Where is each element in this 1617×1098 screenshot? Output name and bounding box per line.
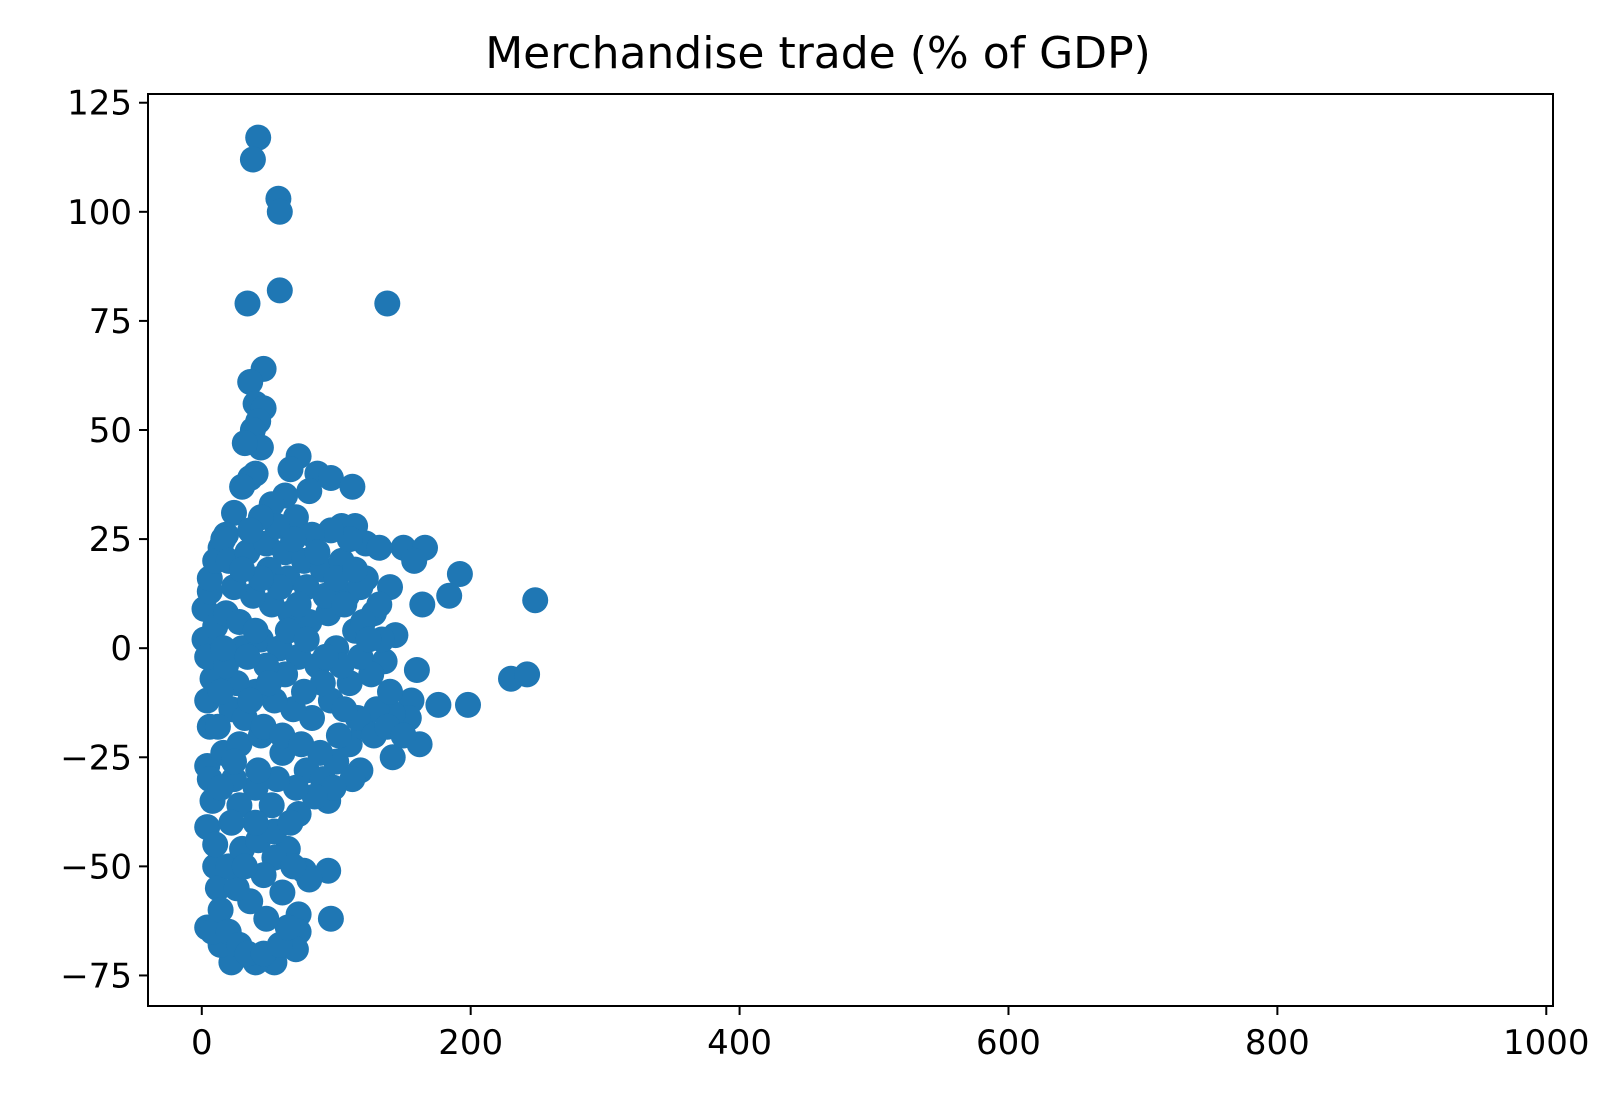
chart-title: Merchandise trade (% of GDP): [485, 28, 1151, 79]
y-tick-label: 50: [89, 411, 132, 451]
y-axis: −75 −50 −25 0 25 50 75 100 125: [60, 84, 148, 996]
y-tick-label: 100: [67, 193, 132, 233]
y-tick-label: 0: [110, 629, 132, 669]
data-point-219: [390, 722, 417, 749]
data-point-213: [229, 556, 256, 583]
data-point-24: [229, 473, 256, 500]
data-point-8: [237, 369, 264, 395]
data-point-178: [307, 739, 334, 766]
data-point-5: [234, 290, 261, 317]
data-point-83: [210, 526, 237, 553]
x-tick-label: 600: [976, 1023, 1041, 1063]
data-point-46: [455, 691, 481, 718]
data-point-169: [291, 678, 317, 705]
data-point-204: [237, 687, 264, 714]
y-tick-label: −50: [60, 847, 132, 887]
data-point-199: [210, 635, 237, 662]
data-point-179: [325, 722, 352, 749]
data-point-52: [379, 744, 406, 771]
data-point-172: [234, 643, 261, 670]
data-point-0: [245, 124, 272, 151]
data-point-196: [207, 774, 234, 801]
data-point-72: [204, 875, 231, 902]
data-point-97: [223, 875, 250, 902]
data-point-1: [239, 146, 266, 173]
data-point-14: [231, 430, 258, 457]
data-point-191: [280, 853, 307, 880]
data-point-22: [296, 478, 323, 505]
plot-frame: [147, 93, 1554, 1007]
data-point-203: [221, 748, 247, 775]
data-point-202: [242, 617, 269, 644]
data-point-47: [425, 691, 452, 718]
data-point-189: [242, 809, 269, 836]
data-point-26: [221, 499, 247, 526]
data-point-95: [253, 905, 280, 932]
data-point-6: [374, 290, 401, 317]
data-point-209: [331, 696, 358, 723]
data-point-192: [269, 879, 296, 906]
data-point-18: [277, 456, 304, 483]
data-point-198: [207, 678, 234, 705]
data-point-37: [401, 547, 428, 574]
data-point-3: [266, 198, 293, 225]
x-tick-label: 200: [438, 1023, 503, 1063]
data-point-87: [202, 831, 229, 858]
data-point-43: [403, 657, 430, 683]
x-tick-label: 1000: [1503, 1023, 1590, 1063]
data-point-45: [514, 661, 541, 688]
data-point-88: [207, 897, 234, 923]
data-point-195: [218, 809, 245, 836]
x-tick-label: 0: [191, 1023, 213, 1063]
x-tick-label: 800: [1245, 1023, 1310, 1063]
y-tick-label: 25: [89, 520, 132, 560]
y-tick-label: 125: [67, 84, 132, 124]
data-point-216: [342, 556, 369, 583]
x-axis: 0 200 400 600 800 1000: [191, 1006, 1590, 1063]
data-point-197: [204, 713, 231, 740]
points-layer: [191, 124, 549, 976]
data-point-39: [409, 591, 436, 618]
data-point-116: [377, 678, 403, 705]
data-point-36: [446, 561, 473, 587]
data-point-163: [331, 591, 358, 618]
data-point-4: [266, 277, 293, 304]
data-point-158: [237, 517, 264, 544]
data-point-214: [304, 539, 331, 566]
data-point-205: [256, 670, 282, 697]
data-point-217: [355, 626, 382, 653]
y-tick-label: −25: [60, 738, 132, 778]
data-point-210: [285, 591, 312, 618]
x-tick-label: 400: [707, 1023, 772, 1063]
data-point-94: [274, 914, 301, 941]
data-point-60: [317, 905, 344, 932]
data-point-21: [339, 473, 366, 500]
data-point-151: [366, 591, 393, 618]
data-point-20: [317, 465, 344, 491]
data-point-208: [312, 643, 339, 670]
data-point-40: [522, 587, 549, 614]
data-point-102: [277, 809, 304, 836]
data-point-207: [293, 626, 320, 653]
data-point-35: [366, 534, 393, 561]
data-point-103: [258, 792, 285, 819]
data-point-187: [245, 757, 272, 784]
data-point-38: [436, 582, 463, 609]
y-tick-label: −75: [60, 956, 132, 996]
data-point-194: [231, 853, 258, 880]
y-tick-label: 75: [89, 302, 132, 342]
